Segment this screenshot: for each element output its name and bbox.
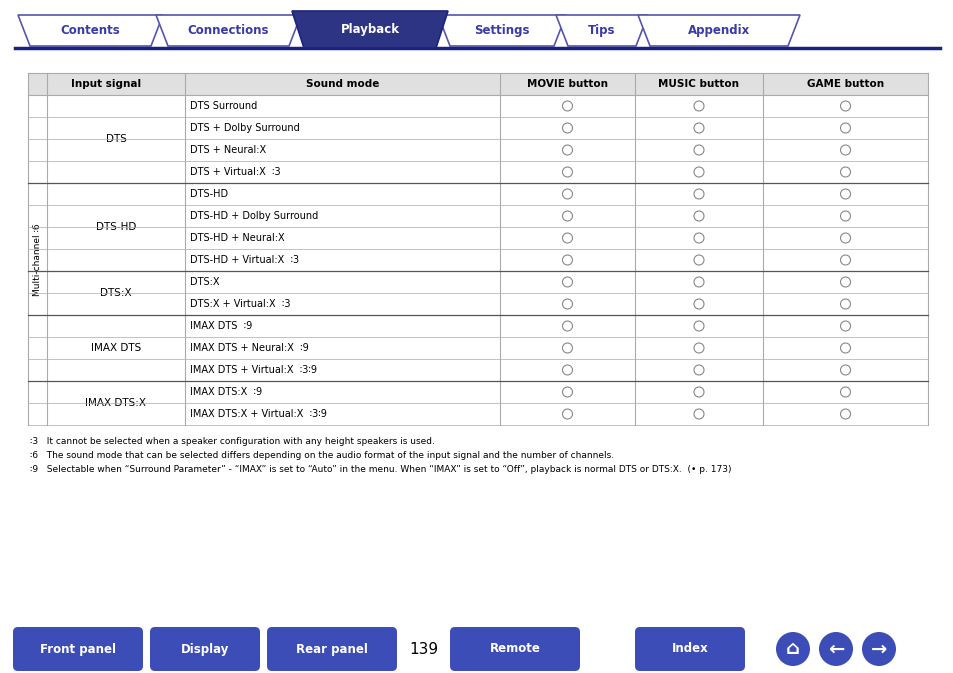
FancyBboxPatch shape: [150, 627, 260, 671]
Text: Display: Display: [181, 643, 229, 656]
Bar: [28, 73, 927, 425]
Text: DTS:X: DTS:X: [100, 288, 132, 298]
Text: Contents: Contents: [61, 24, 120, 37]
Text: 139: 139: [409, 641, 438, 656]
Text: DTS + Neural:X: DTS + Neural:X: [190, 145, 266, 155]
Text: Playback: Playback: [340, 23, 399, 36]
Text: Remote: Remote: [489, 643, 539, 656]
Text: DTS: DTS: [106, 134, 127, 144]
Circle shape: [862, 632, 895, 666]
Text: Appendix: Appendix: [687, 24, 749, 37]
Text: ∶6   The sound mode that can be selected differs depending on the audio format o: ∶6 The sound mode that can be selected d…: [30, 451, 614, 460]
Text: DTS:X + Virtual:X  ∶3: DTS:X + Virtual:X ∶3: [190, 299, 291, 309]
Polygon shape: [156, 15, 301, 46]
Text: GAME button: GAME button: [806, 79, 883, 89]
Text: ⌂: ⌂: [785, 639, 800, 658]
Text: IMAX DTS:X: IMAX DTS:X: [86, 398, 147, 408]
Circle shape: [818, 632, 852, 666]
FancyBboxPatch shape: [635, 627, 744, 671]
Polygon shape: [638, 15, 800, 46]
Text: DTS + Virtual:X  ∶3: DTS + Virtual:X ∶3: [190, 167, 280, 177]
Text: IMAX DTS  ∶9: IMAX DTS ∶9: [190, 321, 252, 331]
Text: →: →: [870, 639, 886, 658]
Text: Input signal: Input signal: [71, 79, 141, 89]
Text: ∶9   Selectable when “Surround Parameter” - “IMAX” is set to “Auto” in the menu.: ∶9 Selectable when “Surround Parameter” …: [30, 465, 731, 474]
Text: DTS:X: DTS:X: [190, 277, 219, 287]
Text: Settings: Settings: [474, 24, 529, 37]
Text: IMAX DTS:X + Virtual:X  ∶3∶9: IMAX DTS:X + Virtual:X ∶3∶9: [190, 409, 327, 419]
Circle shape: [775, 632, 809, 666]
Text: Front panel: Front panel: [40, 643, 116, 656]
Polygon shape: [292, 11, 448, 48]
FancyBboxPatch shape: [267, 627, 396, 671]
Text: Sound mode: Sound mode: [306, 79, 378, 89]
Text: Connections: Connections: [188, 24, 269, 37]
Text: Multi-channel ∶6: Multi-channel ∶6: [33, 223, 42, 296]
Text: DTS-HD + Virtual:X  ∶3: DTS-HD + Virtual:X ∶3: [190, 255, 299, 265]
Polygon shape: [18, 15, 163, 46]
Text: Index: Index: [671, 643, 708, 656]
Text: Rear panel: Rear panel: [295, 643, 368, 656]
Text: DTS-HD: DTS-HD: [95, 222, 136, 232]
Text: DTS Surround: DTS Surround: [190, 101, 257, 111]
Text: DTS + Dolby Surround: DTS + Dolby Surround: [190, 123, 299, 133]
Text: Tips: Tips: [588, 24, 615, 37]
Text: ←: ←: [827, 639, 843, 658]
Text: ∶3   It cannot be selected when a speaker configuration with any height speakers: ∶3 It cannot be selected when a speaker …: [30, 437, 435, 446]
Polygon shape: [556, 15, 647, 46]
Text: DTS-HD + Neural:X: DTS-HD + Neural:X: [190, 233, 284, 243]
Text: MUSIC button: MUSIC button: [658, 79, 739, 89]
Polygon shape: [437, 15, 565, 46]
Text: IMAX DTS:X  ∶9: IMAX DTS:X ∶9: [190, 387, 262, 397]
Text: DTS-HD: DTS-HD: [190, 189, 228, 199]
Text: MOVIE button: MOVIE button: [526, 79, 607, 89]
Text: IMAX DTS: IMAX DTS: [91, 343, 141, 353]
Text: IMAX DTS + Neural:X  ∶9: IMAX DTS + Neural:X ∶9: [190, 343, 309, 353]
FancyBboxPatch shape: [13, 627, 143, 671]
Text: DTS-HD + Dolby Surround: DTS-HD + Dolby Surround: [190, 211, 318, 221]
FancyBboxPatch shape: [450, 627, 579, 671]
Text: IMAX DTS + Virtual:X  ∶3∶9: IMAX DTS + Virtual:X ∶3∶9: [190, 365, 316, 375]
Bar: [28, 73, 927, 95]
